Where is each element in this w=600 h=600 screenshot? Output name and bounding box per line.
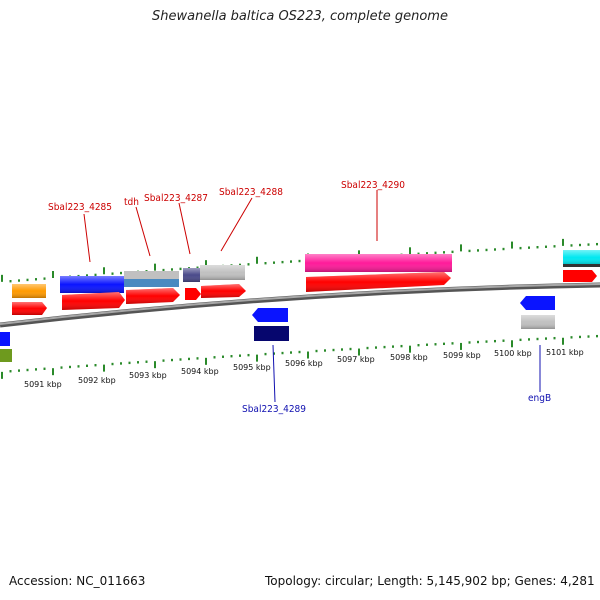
gene-label[interactable]: Sbal223_4289: [242, 404, 306, 415]
scale-label: 5100 kbp: [494, 349, 532, 358]
scale-label: 5098 kbp: [390, 353, 428, 362]
gene-blue-4289[interactable]: [252, 308, 288, 322]
gene-olive-left-edge[interactable]: [0, 349, 12, 362]
map-title: Shewanella baltica OS223, complete genom…: [152, 9, 448, 24]
top-leader-lines: [83, 190, 378, 263]
cds-row: [12, 270, 597, 315]
gene-labels-top: Sbal223_4285 tdh Sbal223_4287 Sbal223_42…: [48, 180, 405, 213]
gene-blue-left-edge[interactable]: [0, 332, 10, 346]
scale-label: 5094 kbp: [181, 367, 219, 376]
scale-label: 5091 kbp: [24, 380, 62, 389]
scale-labels: 5091 kbp 5092 kbp 5093 kbp 5094 kbp 5095…: [24, 348, 584, 389]
gene-navy-4289[interactable]: [254, 326, 289, 341]
genome-backbone-highlight: [0, 283, 600, 325]
gene-dark-stripe: [563, 264, 600, 267]
genome-summary: Topology: circular; Length: 5,145,902 bp…: [265, 574, 595, 588]
scale-label: 5099 kbp: [443, 351, 481, 360]
genome-backbone: [0, 282, 600, 328]
upper-tick-row: [1, 238, 598, 283]
gene-blue-engB[interactable]: [520, 296, 555, 310]
gene-label[interactable]: Sbal223_4290: [341, 180, 405, 191]
gene-label[interactable]: Sbal223_4288: [219, 187, 283, 198]
gene-grey-tdh[interactable]: [124, 271, 179, 280]
cds-arrow[interactable]: [563, 270, 597, 282]
gene-label[interactable]: Sbal223_4285: [48, 202, 112, 213]
gene-label[interactable]: tdh: [124, 197, 139, 208]
scale-label: 5097 kbp: [337, 355, 375, 364]
gene-label[interactable]: Sbal223_4287: [144, 193, 208, 204]
scale-label: 5095 kbp: [233, 363, 271, 372]
cds-arrow[interactable]: [185, 288, 201, 300]
scale-label: 5101 kbp: [546, 348, 584, 357]
bottom-leader-lines: [272, 344, 541, 403]
accession-label: Accession: NC_011663: [9, 574, 146, 588]
gene-row-lower: [0, 296, 555, 362]
gene-label[interactable]: engB: [528, 393, 551, 404]
lower-tick-row: [1, 334, 598, 379]
gene-row-upper: [12, 250, 600, 298]
scale-label: 5096 kbp: [285, 359, 323, 368]
gene-labels-bottom: Sbal223_4289 engB: [242, 393, 551, 415]
scale-label: 5092 kbp: [78, 376, 116, 385]
scale-label: 5093 kbp: [129, 371, 167, 380]
gene-steel-tdh[interactable]: [124, 279, 179, 287]
